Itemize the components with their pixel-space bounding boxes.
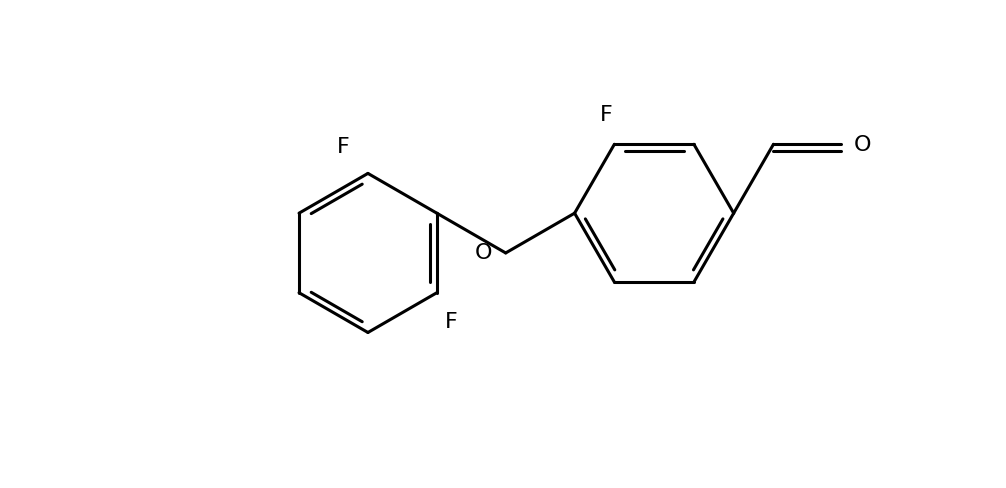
Text: F: F xyxy=(446,311,458,331)
Text: F: F xyxy=(337,136,349,156)
Text: O: O xyxy=(854,135,871,155)
Text: F: F xyxy=(600,105,613,125)
Text: O: O xyxy=(475,243,493,263)
